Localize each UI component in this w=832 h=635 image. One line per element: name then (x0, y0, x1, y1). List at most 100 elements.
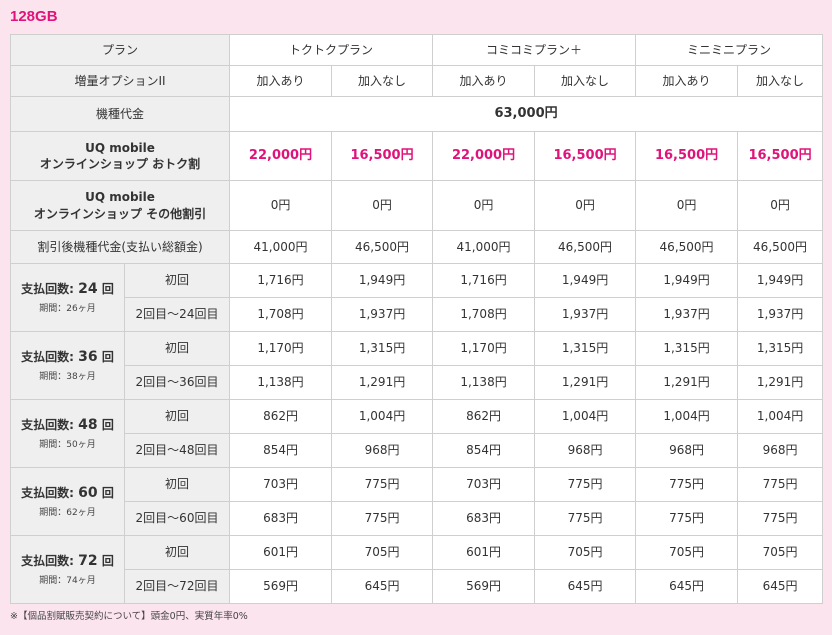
installment-rest-label: 2回目〜48回目 (123, 433, 231, 468)
installment-rest-amount: 683円 (432, 501, 536, 536)
installment-rest-amount: 968円 (635, 433, 739, 468)
installment-count-suffix: 回 (97, 417, 114, 432)
installment-count-suffix: 回 (97, 349, 114, 364)
installment-rest-amount: 854円 (229, 433, 333, 468)
installment-rest-amount: 1,138円 (432, 365, 536, 400)
installment-rest-row: 2回目〜36回目 1,138円 1,291円 1,138円 1,291円 1,291円 1,… (11, 365, 824, 400)
installment-first-amount: 703円 (229, 467, 333, 502)
other-discount-label-line2: オンラインショップ その他割引 (33, 206, 207, 221)
installment-count-number: 48 (78, 416, 98, 433)
page-title: 128GB (10, 8, 58, 25)
device-price-label: 機種代金 (9, 96, 231, 132)
installment-rest-amount: 1,708円 (229, 297, 333, 332)
installment-rest-amount: 775円 (534, 501, 637, 536)
option-cell: 加入あり (432, 65, 536, 97)
installment-first-amount: 862円 (432, 399, 536, 434)
otoku-value: 22,000円 (432, 131, 536, 181)
installment-rest-amount: 645円 (331, 569, 434, 604)
installment-rest-amount: 968円 (737, 433, 824, 468)
installment-first-amount: 1,716円 (432, 263, 536, 298)
installment-first-amount: 1,315円 (331, 331, 434, 366)
installment-first-amount: 1,004円 (635, 399, 739, 434)
installment-count-label: 支払回数: 72 回期間：74ヶ月 (10, 535, 125, 604)
installment-first-amount: 601円 (432, 535, 536, 570)
installment-rest-amount: 854円 (432, 433, 536, 468)
otoku-value: 16,500円 (737, 131, 824, 181)
other-discount-value: 0円 (331, 180, 434, 231)
installment-count-prefix: 支払回数: (21, 417, 79, 432)
after-discount-label: 割引後機種代金(支払い総額金) (9, 230, 231, 264)
plan-header-row: プラン トクトクプラン コミコミプラン＋ ミニミニプラン (9, 34, 824, 66)
installment-first-amount: 1,949円 (331, 263, 434, 298)
other-discount-row: UQ mobile オンラインショップ その他割引 0円 0円 0円 0円 0円… (9, 180, 824, 231)
option-cell: 加入あり (229, 65, 333, 97)
installment-first-amount: 775円 (331, 467, 434, 502)
otoku-label-line1: UQ mobile (85, 140, 155, 155)
installment-first-label: 初回 (123, 399, 231, 434)
installment-period: 期間：74ヶ月 (39, 575, 96, 586)
other-discount-value: 0円 (229, 180, 333, 231)
installment-count-prefix: 支払回数: (21, 553, 79, 568)
installment-first-amount: 1,315円 (534, 331, 637, 366)
installment-rest-row: 2回目〜72回目 569円 645円 569円 645円 645円 645円 (11, 569, 824, 604)
installment-count-suffix: 回 (97, 485, 114, 500)
installment-rest-amount: 1,138円 (229, 365, 333, 400)
installment-count-suffix: 回 (97, 553, 114, 568)
installment-count-number: 36 (78, 348, 98, 365)
after-discount-value: 46,500円 (331, 230, 434, 264)
installment-rest-amount: 1,291円 (635, 365, 739, 400)
installment-first-amount: 1,004円 (331, 399, 434, 434)
installment-first-row: 支払回数: 24 回期間：26ヶ月 初回 1,716円 1,949円 1,716円 1,9… (10, 263, 824, 332)
other-discount-value: 0円 (737, 180, 824, 231)
installment-rest-amount: 1,291円 (331, 365, 434, 400)
plan-minimini: ミニミニプラン (635, 34, 824, 66)
installment-rest-label: 2回目〜60回目 (123, 501, 231, 536)
installment-rest-label: 2回目〜24回目 (123, 297, 231, 332)
installment-first-label: 初回 (123, 535, 231, 570)
installment-first-amount: 1,170円 (229, 331, 333, 366)
installment-first-amount: 1,949円 (635, 263, 739, 298)
option-cell: 加入なし (737, 65, 824, 97)
installment-rest-amount: 1,937円 (331, 297, 434, 332)
installment-period: 期間：26ヶ月 (39, 303, 96, 314)
otoku-value: 16,500円 (635, 131, 739, 181)
installment-first-amount: 705円 (737, 535, 824, 570)
installment-first-amount: 1,315円 (635, 331, 739, 366)
installment-count: 支払回数: 72 回 (11, 552, 124, 571)
installment-count-prefix: 支払回数: (21, 281, 79, 296)
device-price-row: 機種代金 63,000円 (9, 96, 824, 132)
installment-first-amount: 705円 (635, 535, 739, 570)
installment-first-amount: 1,949円 (534, 263, 637, 298)
installment-first-amount: 775円 (534, 467, 637, 502)
installment-count-number: 72 (78, 552, 98, 569)
installment-first-amount: 775円 (635, 467, 739, 502)
installment-rest-amount: 775円 (331, 501, 434, 536)
installment-count-label: 支払回数: 48 回期間：50ヶ月 (10, 399, 125, 468)
installment-count: 支払回数: 48 回 (11, 416, 124, 435)
installment-count-number: 60 (78, 484, 98, 501)
installment-first-amount: 775円 (737, 467, 824, 502)
installment-count: 支払回数: 60 回 (11, 484, 124, 503)
device-price-value: 63,000円 (229, 96, 824, 132)
option-header-row: 増量オプションII 加入あり 加入なし 加入あり 加入なし 加入あり 加入なし (9, 65, 824, 97)
plan-label: プラン (9, 34, 231, 66)
otoku-row: UQ mobile オンラインショップ おトク割 22,000円 16,500円… (9, 131, 824, 181)
installment-first-row: 支払回数: 60 回期間：62ヶ月 初回 703円 775円 703円 775円 775円 7… (10, 467, 824, 536)
other-discount-label: UQ mobile オンラインショップ その他割引 (9, 180, 231, 231)
option-cell: 加入あり (635, 65, 739, 97)
plan-komikomi: コミコミプラン＋ (432, 34, 637, 66)
installment-first-label: 初回 (123, 467, 231, 502)
after-discount-value: 46,500円 (635, 230, 739, 264)
installment-period: 期間：50ヶ月 (39, 439, 96, 450)
installment-first-amount: 601円 (229, 535, 333, 570)
installment-count-label: 支払回数: 24 回期間：26ヶ月 (10, 263, 125, 332)
installment-first-amount: 705円 (534, 535, 637, 570)
otoku-label: UQ mobile オンラインショップ おトク割 (9, 131, 231, 181)
after-discount-row: 割引後機種代金(支払い総額金) 41,000円 46,500円 41,000円 … (9, 230, 824, 264)
installment-first-row: 支払回数: 72 回期間：74ヶ月 初回 601円 705円 601円 705円 705円 7… (10, 535, 824, 604)
otoku-label-line2: オンラインショップ おトク割 (39, 157, 201, 171)
option-cell: 加入なし (534, 65, 637, 97)
footnote: ※【個品割賦販売契約について】頭金0円、実質年率0% (10, 611, 248, 622)
installment-rest-amount: 1,708円 (432, 297, 536, 332)
after-discount-value: 46,500円 (737, 230, 824, 264)
